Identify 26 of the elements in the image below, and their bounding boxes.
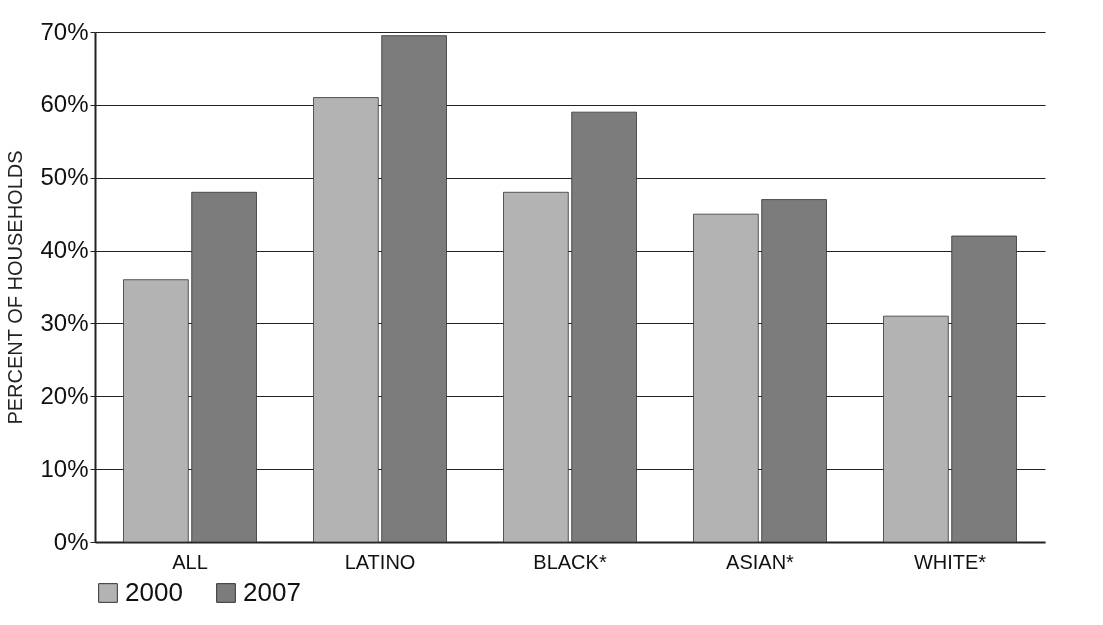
bar — [883, 315, 949, 543]
bar — [761, 199, 827, 543]
bar — [123, 279, 189, 543]
x-tick-label: ALL — [172, 550, 208, 573]
y-tick-label: 70% — [40, 17, 89, 45]
legend-label: 2007 — [243, 577, 301, 607]
bar — [503, 191, 569, 543]
y-tick-label: 40% — [40, 236, 89, 264]
y-tick-label: 30% — [40, 308, 89, 336]
y-tick-label: 0% — [53, 527, 89, 555]
bar — [313, 97, 379, 543]
bar — [693, 213, 759, 543]
x-tick-label: BLACK* — [533, 550, 607, 573]
bar — [571, 111, 637, 543]
y-tick-label: 10% — [40, 454, 89, 482]
y-tick-label: 20% — [40, 381, 89, 409]
x-tick-label: ASIAN* — [726, 550, 795, 573]
x-tick-label: LATINO — [344, 550, 416, 573]
legend-label: 2000 — [125, 577, 183, 607]
x-tick-label: WHITE* — [913, 550, 987, 573]
bar — [381, 35, 447, 543]
bar — [191, 191, 257, 543]
y-tick-label: 50% — [40, 163, 89, 191]
y-tick-label: 60% — [40, 90, 89, 118]
bar — [951, 235, 1017, 543]
y-axis-title: PERCENT OF HOUSEHOLDS — [4, 150, 27, 425]
